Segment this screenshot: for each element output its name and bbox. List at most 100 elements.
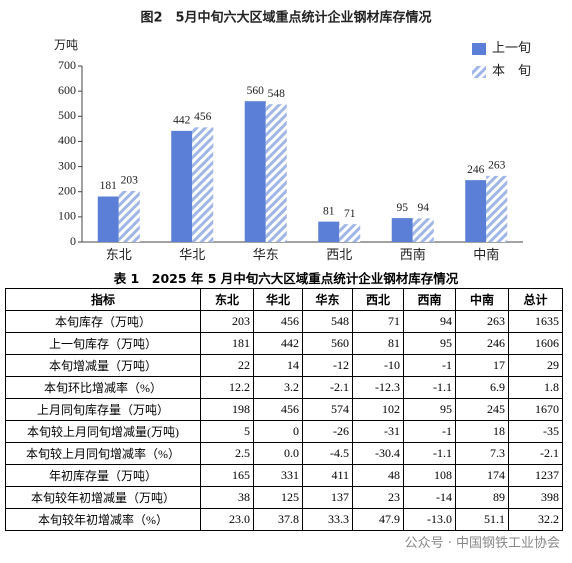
table-cell: -10 (352, 354, 404, 377)
table-cell: -2.1 (302, 376, 353, 399)
table-cell: 29 (508, 354, 563, 377)
table-cell: -35 (508, 420, 563, 443)
table-cell: 246 (455, 332, 509, 355)
table-cell: -1 (403, 354, 456, 377)
table-cell: 442 (253, 332, 303, 355)
table-row: 本旬较上月同旬增减量(万吨) 5 0 -26 -31 -1 18 -35 (5, 420, 563, 443)
table-cell: 108 (403, 464, 456, 487)
legend-label: 本 旬 (492, 63, 531, 78)
table-cell: 3.2 (253, 376, 303, 399)
row-label: 本旬较年初增减量（万吨） (5, 486, 201, 509)
bar (97, 196, 119, 242)
table-cell: 7.3 (455, 442, 509, 465)
table-cell: 165 (200, 464, 254, 487)
table-cell: 95 (403, 332, 456, 355)
table-cell: 12.2 (200, 376, 254, 399)
bar (171, 130, 193, 242)
table-cell: 23 (352, 486, 404, 509)
table-cell: 203 (200, 310, 254, 333)
y-tick-label: 0 (70, 234, 76, 248)
x-tick-label: 东北 (106, 247, 132, 262)
chart-title: 图2 5月中旬六大区域重点统计企业钢材库存情况 (140, 10, 431, 26)
row-label: 上一旬库存（万吨） (5, 332, 201, 355)
data-label: 246 (467, 164, 485, 176)
table-cell: 1635 (508, 310, 563, 333)
row-label: 本旬较上月同旬增减量(万吨) (5, 420, 201, 443)
data-label: 456 (194, 111, 212, 123)
table-cell: -14 (403, 486, 456, 509)
table-cell: 456 (253, 398, 303, 421)
table-cell: 18 (455, 420, 509, 443)
row-label: 本旬环比增减率（%） (5, 376, 201, 399)
table-cell: 48 (352, 464, 404, 487)
header-cell: 中南 (455, 288, 509, 311)
header-cell: 华北 (253, 288, 303, 311)
data-label: 442 (173, 115, 191, 127)
y-tick-label: 200 (58, 183, 76, 197)
table-cell: 174 (455, 464, 509, 487)
y-tick-label: 700 (58, 58, 76, 72)
table-cell: 263 (455, 310, 509, 333)
table-cell: 574 (302, 398, 353, 421)
header-cell: 华东 (302, 288, 353, 311)
table-cell: -1 (403, 420, 456, 443)
table-cell: 137 (302, 486, 353, 509)
table-cell: 1670 (508, 398, 563, 421)
table-cell: 47.9 (352, 508, 404, 531)
table-row: 年初库存量（万吨） 165 331 411 48 108 174 1237 (5, 464, 563, 487)
table-cell: 37.8 (253, 508, 303, 531)
header-cell: 东北 (200, 288, 254, 311)
bar (412, 218, 434, 242)
bar (192, 127, 214, 242)
table-row: 上一旬库存（万吨） 181 442 560 81 95 246 1606 (5, 332, 563, 355)
y-tick-label: 100 (58, 209, 76, 223)
table-cell: -1.1 (403, 442, 456, 465)
table-cell: 89 (455, 486, 509, 509)
row-label: 本旬增减量（万吨） (5, 354, 201, 377)
row-label: 本旬较年初增减率（%） (5, 508, 201, 531)
table-cell: 95 (403, 398, 456, 421)
table-cell: 71 (352, 310, 404, 333)
table-cell: 198 (200, 398, 254, 421)
table-cell: -4.5 (302, 442, 353, 465)
bar (391, 218, 413, 242)
bar (465, 180, 487, 242)
table-cell: 22 (200, 354, 254, 377)
header-cell: 总计 (508, 288, 563, 311)
table-cell: -30.4 (352, 442, 404, 465)
data-label: 263 (488, 160, 506, 172)
table-cell: 548 (302, 310, 353, 333)
chart: 图2 5月中旬六大区域重点统计企业钢材库存情况 万吨 0 100 200 300 400… (54, 10, 531, 262)
legend-swatch (472, 66, 486, 78)
table-cell: 51.1 (455, 508, 509, 531)
table-cell: 398 (508, 486, 563, 509)
header-cell: 西北 (352, 288, 404, 311)
data-label: 95 (397, 202, 409, 214)
table-cell: -2.1 (508, 442, 563, 465)
table-cell: 1237 (508, 464, 563, 487)
data-label: 548 (268, 88, 286, 100)
data-label: 71 (344, 208, 356, 220)
table-cell: 560 (302, 332, 353, 355)
y-tick-label: 600 (58, 83, 76, 97)
table-cell: 38 (200, 486, 254, 509)
table-cell: 245 (455, 398, 509, 421)
table-cell: 1606 (508, 332, 563, 355)
x-tick-label: 华东 (253, 247, 279, 262)
table-cell: 0.0 (253, 442, 303, 465)
header-cell: 指标 (5, 288, 201, 311)
table-cell: 17 (455, 354, 509, 377)
bar (244, 101, 266, 242)
table-cell: -12.3 (352, 376, 404, 399)
table-row: 本旬库存（万吨） 203 456 548 71 94 263 1635 (5, 310, 563, 333)
table-cell: 2.5 (200, 442, 254, 465)
table-cell: 331 (253, 464, 303, 487)
table-cell: 14 (253, 354, 303, 377)
table-cell: 94 (403, 310, 456, 333)
table-cell: 6.9 (455, 376, 509, 399)
table-row: 本旬较上月同旬增减率（%） 2.5 0.0 -4.5 -30.4 -1.1 7.3 -2.1 (5, 442, 563, 465)
x-tick-label: 西南 (400, 247, 426, 262)
data-table: 指标 东北 华北 华东 西北 西南 中南 总计 本旬库存（万吨） 203 456 548 71 94 263… (5, 288, 563, 531)
row-label: 本旬较上月同旬增减率（%） (5, 442, 201, 465)
